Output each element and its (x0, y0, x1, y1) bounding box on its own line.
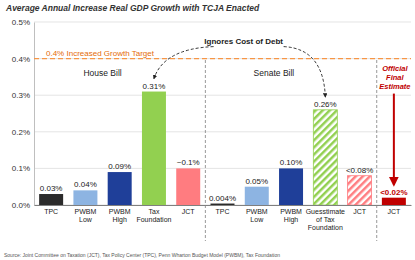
data-label: <0.08% (346, 166, 373, 175)
tick-label: PWBMLow (246, 208, 268, 223)
bar (39, 194, 63, 205)
tick-label: 0.4% (12, 55, 30, 64)
data-label: 0.004% (209, 194, 236, 203)
y-axis: 0.0% 0.1% 0.2% 0.3% 0.4% 0.5% (12, 18, 35, 210)
bar (108, 172, 132, 205)
data-label: ~0.1% (177, 158, 200, 167)
bar (313, 110, 337, 205)
grid-line (34, 58, 411, 59)
bar (176, 168, 200, 205)
tick: JCT (182, 205, 196, 215)
tick-label: TaxFoundation (136, 208, 171, 223)
tick-label: JCT (353, 208, 367, 215)
grid-line (34, 22, 411, 23)
tick: PWBMLow (246, 205, 268, 223)
tick-label: PWBMHigh (280, 208, 302, 224)
tick: TPC (216, 205, 230, 215)
bars (39, 92, 406, 205)
bar (348, 176, 372, 205)
group-label: Senate Bill (254, 68, 295, 78)
data-label: 0.09% (108, 162, 131, 171)
target-line (34, 58, 411, 59)
tick: JCT (353, 205, 367, 215)
annotation-arrow (393, 94, 395, 185)
data-label: 0.03% (40, 184, 63, 193)
tick-label: JCT (182, 208, 196, 215)
source: Source: Joint Committee on Taxation (JCT… (4, 252, 280, 258)
data-label: 0.26% (314, 100, 337, 109)
annotation: Ignores Cost of Debt (204, 37, 283, 46)
tick: 0.2% (12, 128, 34, 137)
tick-label: JCT (387, 208, 401, 215)
axis-line (34, 23, 35, 206)
data-label: 0.31% (143, 82, 166, 91)
tick-label: PWBMLow (75, 208, 97, 223)
tick-label: TPC (216, 208, 230, 215)
tick-label: 0.3% (12, 91, 30, 100)
tick-label: 0.2% (12, 128, 30, 137)
chart: Average Annual Increase Real GDP Growth … (0, 0, 415, 260)
tick: TPC (44, 205, 58, 215)
tick-label: 0.5% (12, 18, 30, 27)
data-label: 0.04% (74, 180, 97, 189)
tick-label: 0.1% (12, 164, 30, 173)
tick-label: PWBMHigh (109, 208, 131, 224)
tick: Guesstimateof TaxFoundation (306, 205, 345, 231)
data-label: 0.10% (280, 158, 303, 167)
tick: 0.5% (12, 18, 34, 27)
tick: 0.0% (12, 201, 34, 210)
tick: TaxFoundation (136, 205, 171, 223)
annotation-arrow (154, 47, 214, 79)
tick: JCT (387, 205, 401, 215)
tick-label: 0.0% (12, 201, 30, 210)
tick: 0.4% (12, 55, 34, 64)
annotation: OfficialFinalEstimate (379, 64, 410, 91)
tick: PWBMHigh (109, 205, 131, 224)
divider (376, 60, 377, 241)
divider (205, 60, 206, 241)
bar (279, 168, 303, 205)
bar (73, 190, 97, 205)
x-axis: TPC PWBMLow PWBMHigh TaxFoundation JCT TPC PWB… (35, 205, 412, 231)
tick: 0.1% (12, 164, 34, 173)
bar (211, 204, 235, 205)
axis-line (35, 205, 412, 206)
bar (142, 92, 166, 205)
tick-label: Guesstimateof TaxFoundation (306, 208, 345, 231)
grid-line (34, 95, 411, 96)
grid (34, 22, 411, 205)
data-label: <0.02% (380, 188, 407, 197)
tick-label: TPC (44, 208, 58, 215)
tick: PWBMLow (75, 205, 97, 223)
bar (245, 187, 269, 205)
target-label: 0.4% Increased Growth Target (46, 49, 155, 58)
group-label: House Bill (83, 68, 121, 78)
tick: PWBMHigh (280, 205, 302, 224)
bar (382, 198, 406, 205)
title: Average Annual Increase Real GDP Growth … (5, 3, 260, 13)
tick: 0.3% (12, 91, 34, 100)
grid-line (34, 131, 411, 132)
data-label: 0.05% (245, 177, 268, 186)
